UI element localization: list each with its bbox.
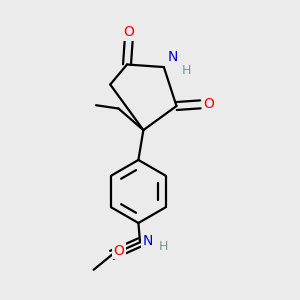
Text: O: O bbox=[123, 25, 134, 39]
Text: H: H bbox=[158, 240, 168, 254]
Text: N: N bbox=[143, 234, 153, 248]
Text: O: O bbox=[113, 244, 124, 258]
Text: N: N bbox=[167, 50, 178, 64]
Text: O: O bbox=[203, 98, 214, 111]
Text: H: H bbox=[182, 64, 191, 77]
